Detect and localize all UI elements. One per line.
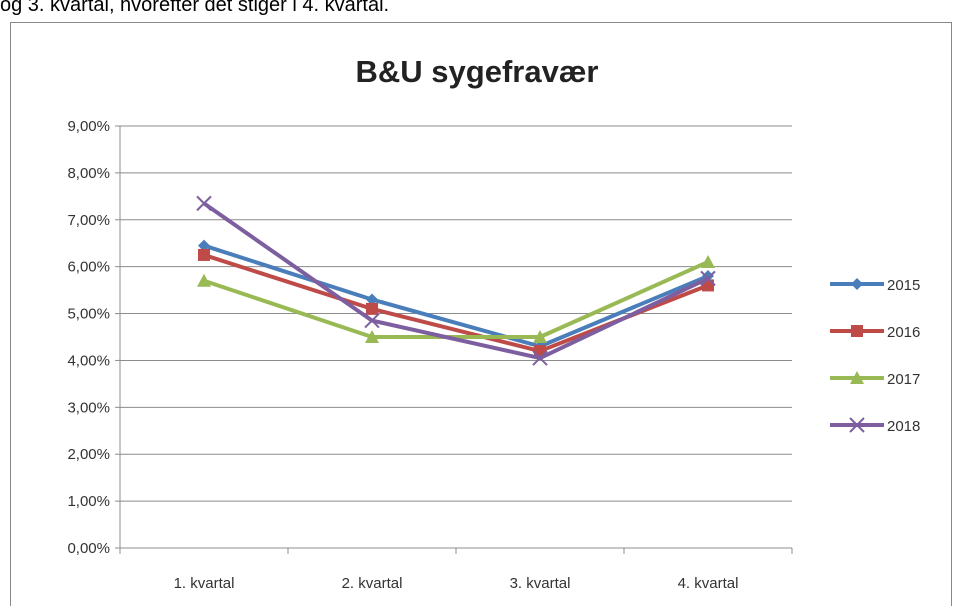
y-tick-label: 7,00% <box>67 212 110 229</box>
body-text: og 3. kvartal, hvorefter det stiger i 4.… <box>0 0 389 16</box>
x-tick-label: 4. kvartal <box>678 575 739 592</box>
marker <box>364 312 380 329</box>
x-tick-label: 3. kvartal <box>510 575 571 592</box>
legend-label: 2016 <box>887 324 920 341</box>
marker <box>532 350 548 366</box>
series-line <box>203 243 709 349</box>
marker <box>701 254 715 268</box>
marker <box>366 302 378 315</box>
x-tick-label: 2. kvartal <box>342 575 403 592</box>
marker <box>197 273 211 287</box>
chart-frame <box>10 22 952 606</box>
legend-label: 2017 <box>887 371 920 388</box>
legend-label: 2018 <box>887 418 920 435</box>
y-tick-label: 8,00% <box>67 165 110 182</box>
series-line <box>203 260 709 339</box>
chart-title: B&U sygefravær <box>356 54 599 89</box>
y-tick-label: 4,00% <box>67 352 110 369</box>
marker <box>533 330 547 343</box>
marker <box>849 417 865 433</box>
legend-label: 2015 <box>887 277 920 294</box>
marker <box>851 325 863 337</box>
y-tick-label: 1,00% <box>67 493 110 510</box>
marker <box>366 293 378 306</box>
marker <box>196 195 212 212</box>
marker <box>700 270 716 287</box>
marker <box>198 248 210 261</box>
marker <box>198 239 210 252</box>
marker <box>850 371 864 384</box>
y-tick-label: 0,00% <box>67 540 110 557</box>
y-tick-label: 3,00% <box>67 399 110 416</box>
series-line <box>202 201 709 361</box>
y-tick-label: 5,00% <box>67 306 110 323</box>
y-tick-label: 6,00% <box>67 259 110 276</box>
marker <box>851 278 863 290</box>
marker <box>365 330 379 343</box>
y-tick-label: 9,00% <box>67 118 110 135</box>
x-tick-label: 1. kvartal <box>174 575 235 592</box>
y-tick-label: 2,00% <box>67 446 110 463</box>
